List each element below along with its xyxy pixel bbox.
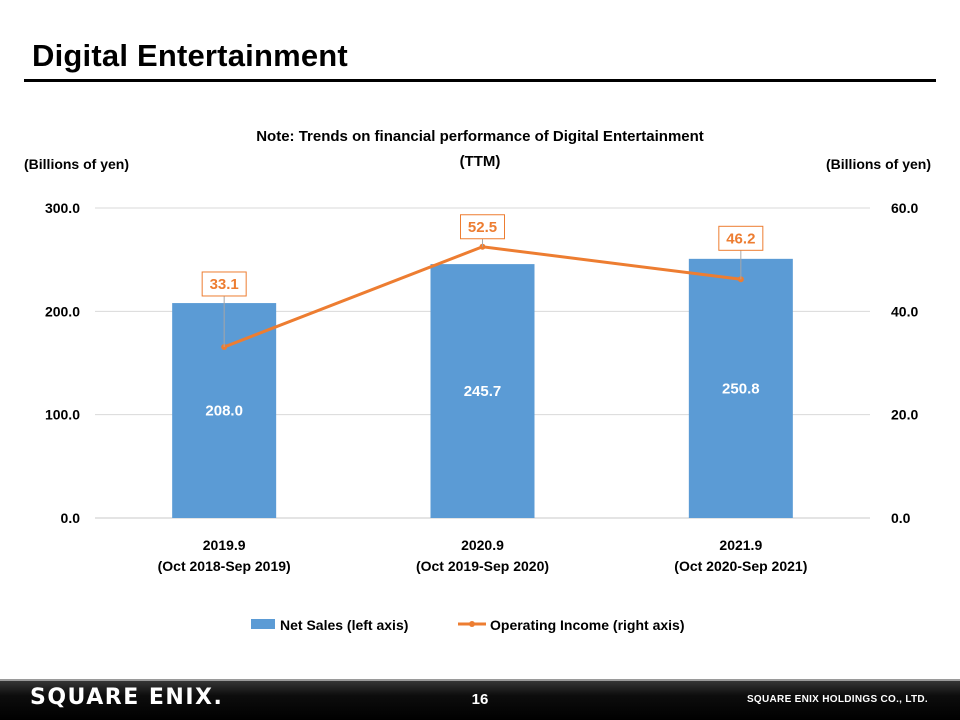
company-name: SQUARE ENIX HOLDINGS CO., LTD. xyxy=(746,694,928,705)
title-divider xyxy=(24,79,936,82)
chart: Note: Trends on financial performance of… xyxy=(24,128,931,633)
category-label-year: 2021.9 xyxy=(719,537,762,553)
line-value-label: 52.5 xyxy=(468,219,497,236)
category-label-year: 2019.9 xyxy=(203,537,246,553)
footer-edge xyxy=(0,679,960,681)
axis-ticks: 0.0 100.0 200.0 300.0 0.0 20.0 40.0 60.0 xyxy=(45,200,919,526)
legend-marker-operating-income xyxy=(469,621,475,627)
category-label-period: (Oct 2019-Sep 2020) xyxy=(416,558,549,574)
legend-label-operating-income: Operating Income (right axis) xyxy=(490,617,684,633)
left-tick-label: 300.0 xyxy=(45,200,80,216)
line-value-label: 33.1 xyxy=(210,276,239,293)
bar-value-label: 208.0 xyxy=(205,403,243,420)
right-tick-label: 40.0 xyxy=(891,303,918,319)
bar xyxy=(688,258,793,518)
left-tick-label: 100.0 xyxy=(45,407,80,423)
left-axis-label: (Billions of yen) xyxy=(24,156,129,172)
right-tick-label: 20.0 xyxy=(891,407,918,423)
category-label-year: 2020.9 xyxy=(461,537,504,553)
legend-label-net-sales: Net Sales (left axis) xyxy=(280,617,408,633)
company-logo: SQUARE ENIX. xyxy=(30,685,224,710)
right-tick-label: 60.0 xyxy=(891,200,918,216)
line-value-label: 46.2 xyxy=(726,230,755,247)
page-number: 16 xyxy=(471,691,489,708)
chart-title: Note: Trends on financial performance of… xyxy=(256,128,704,145)
page-title: Digital Entertainment xyxy=(32,38,348,73)
right-tick-label: 0.0 xyxy=(891,510,911,526)
legend[interactable]: Net Sales (left axis) Operating Income (r… xyxy=(251,617,684,633)
line-label-box xyxy=(718,225,764,251)
bar-value-label: 250.8 xyxy=(722,380,760,397)
category-labels: 2019.9 (Oct 2018-Sep 2019) 2020.9 (Oct 2019… xyxy=(158,537,808,574)
bar-series: 208.0 245.7 250.8 xyxy=(172,258,793,518)
chart-title-line2: (TTM) xyxy=(460,153,501,170)
legend-swatch-net-sales xyxy=(251,619,275,629)
footer-bar xyxy=(0,679,960,720)
bar-value-label: 245.7 xyxy=(464,383,502,400)
bar xyxy=(430,264,535,518)
category-label-period: (Oct 2020-Sep 2021) xyxy=(674,558,807,574)
left-tick-label: 200.0 xyxy=(45,303,80,319)
line-label-box xyxy=(201,271,247,297)
line-label-box xyxy=(460,214,505,240)
right-axis-label: (Billions of yen) xyxy=(826,156,931,172)
category-label-period: (Oct 2018-Sep 2019) xyxy=(158,558,291,574)
left-tick-label: 0.0 xyxy=(61,510,81,526)
line-series: 33.1 52.5 46.2 xyxy=(201,214,764,350)
